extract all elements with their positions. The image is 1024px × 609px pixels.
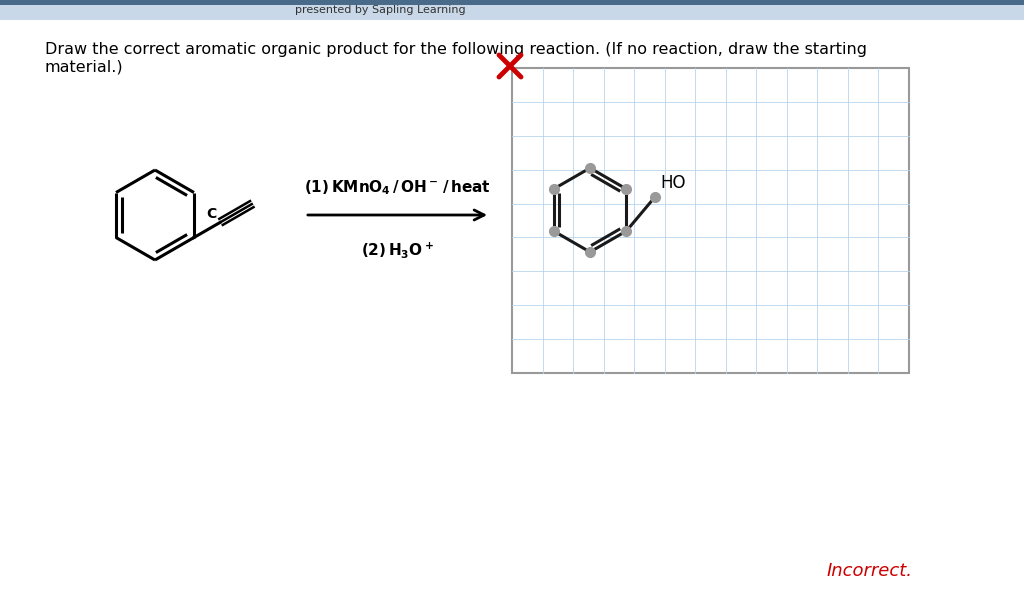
Bar [0, 0, 1024, 5]
Text: presented by Sapling Learning: presented by Sapling Learning [295, 5, 465, 15]
Text: Draw the correct aromatic organic product for the following reaction. (If no rea: Draw the correct aromatic organic produc… [45, 42, 867, 74]
Text: HO: HO [660, 174, 686, 191]
Bar [512, 68, 909, 373]
Bar [0, 0, 1024, 20]
Text: $\mathbf{(1)\,KMnO_4\,/\,OH^-\,/\,heat}$: $\mathbf{(1)\,KMnO_4\,/\,OH^-\,/\,heat}$ [304, 178, 490, 197]
Text: $\mathbf{(2)\,H_3O^+}$: $\mathbf{(2)\,H_3O^+}$ [361, 240, 434, 260]
Text: Incorrect.: Incorrect. [827, 562, 913, 580]
Text: C: C [207, 206, 217, 220]
